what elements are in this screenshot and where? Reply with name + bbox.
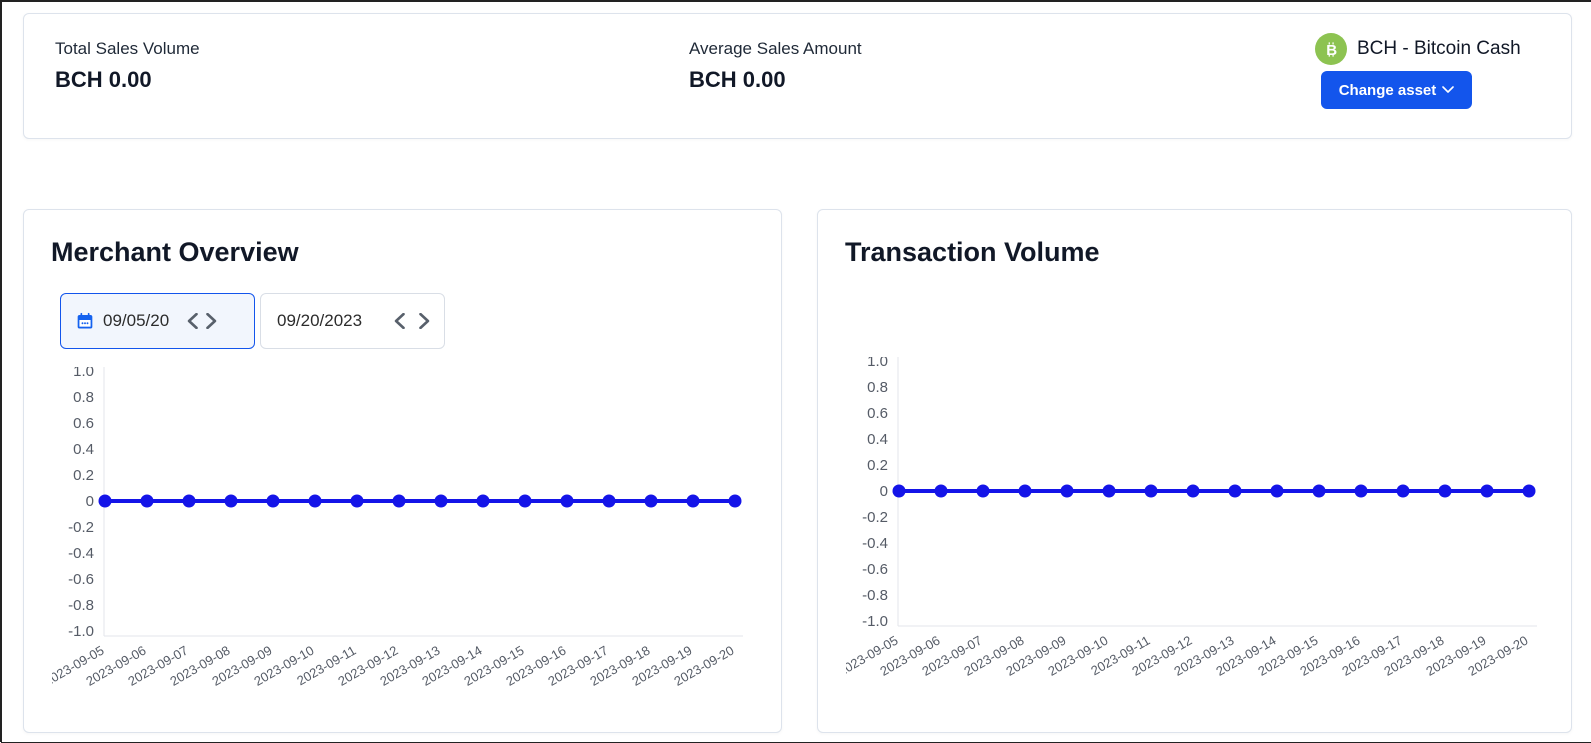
svg-text:0.6: 0.6 (867, 405, 888, 422)
svg-text:0: 0 (880, 483, 888, 500)
svg-text:0: 0 (86, 493, 94, 510)
svg-text:-0.8: -0.8 (862, 587, 888, 604)
svg-text:-0.2: -0.2 (68, 519, 94, 536)
svg-text:0.4: 0.4 (73, 441, 94, 458)
svg-text:-0.6: -0.6 (862, 561, 888, 578)
svg-text:0.4: 0.4 (867, 431, 888, 448)
svg-text:1.0: 1.0 (73, 367, 94, 380)
svg-text:-0.4: -0.4 (862, 535, 888, 552)
svg-text:0.2: 0.2 (867, 457, 888, 474)
svg-text:0.8: 0.8 (73, 389, 94, 406)
svg-text:-0.4: -0.4 (68, 545, 94, 562)
svg-text:-0.8: -0.8 (68, 597, 94, 614)
svg-text:-1.0: -1.0 (862, 613, 888, 630)
svg-text:-0.6: -0.6 (68, 571, 94, 588)
svg-text:0.2: 0.2 (73, 467, 94, 484)
svg-text:1.0: 1.0 (867, 357, 888, 370)
svg-text:-1.0: -1.0 (68, 623, 94, 640)
svg-text:B: B (1326, 41, 1337, 58)
svg-text:0.8: 0.8 (867, 379, 888, 396)
svg-text:-0.2: -0.2 (862, 509, 888, 526)
svg-text:0.6: 0.6 (73, 415, 94, 432)
